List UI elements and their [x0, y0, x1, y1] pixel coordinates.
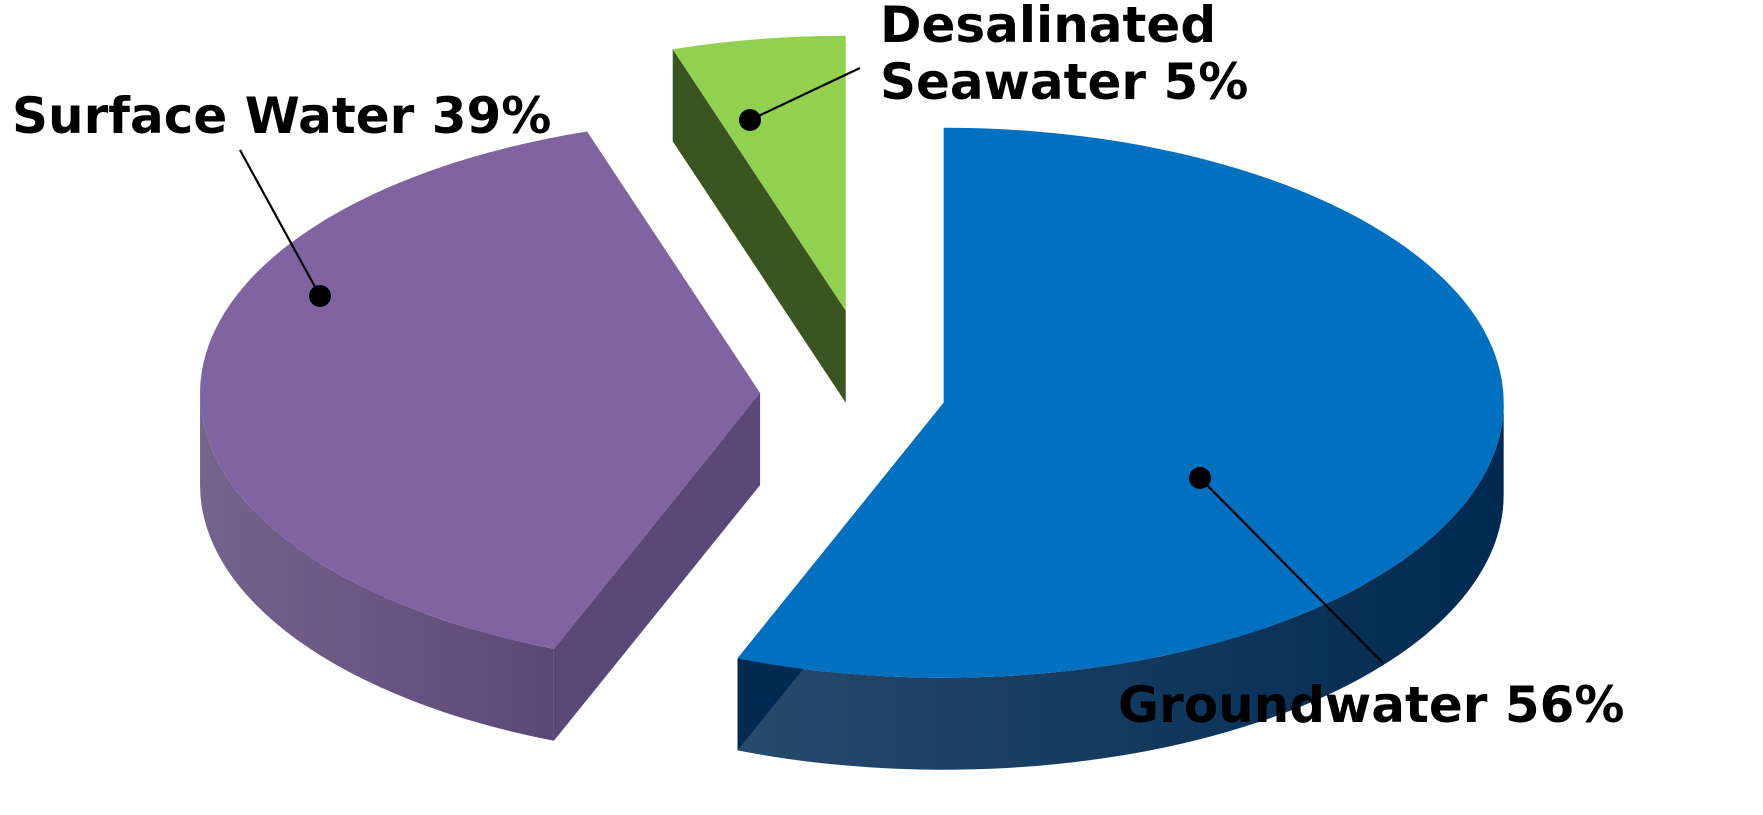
- slice-top: [200, 131, 761, 649]
- slice-side: [672, 49, 846, 403]
- leader-line: [749, 67, 861, 121]
- leader-dot: [1189, 467, 1211, 489]
- slice-label: Desalinated Seawater 5%: [880, 0, 1248, 111]
- pie-slice: [737, 127, 1504, 770]
- slice-rim: [200, 393, 554, 741]
- slice-label-line: Desalinated: [880, 0, 1216, 54]
- slice-label: Surface Water 39%: [12, 87, 551, 145]
- leader-dot: [739, 109, 761, 131]
- leader-line: [239, 149, 321, 297]
- slice-label-line: Surface Water 39%: [12, 87, 551, 145]
- slice-label: Groundwater 56%: [1118, 676, 1625, 734]
- slice-label-line: Seawater 5%: [880, 53, 1248, 111]
- pie-slice: [200, 131, 761, 741]
- leader-line: [1199, 477, 1384, 664]
- slice-top: [737, 127, 1504, 678]
- slice-top: [672, 35, 846, 311]
- slice-side: [553, 393, 761, 741]
- slice-rim: [737, 402, 1504, 770]
- slice-label-line: Groundwater 56%: [1118, 676, 1625, 734]
- leader-dot: [309, 285, 331, 307]
- pie-slice: [672, 35, 846, 403]
